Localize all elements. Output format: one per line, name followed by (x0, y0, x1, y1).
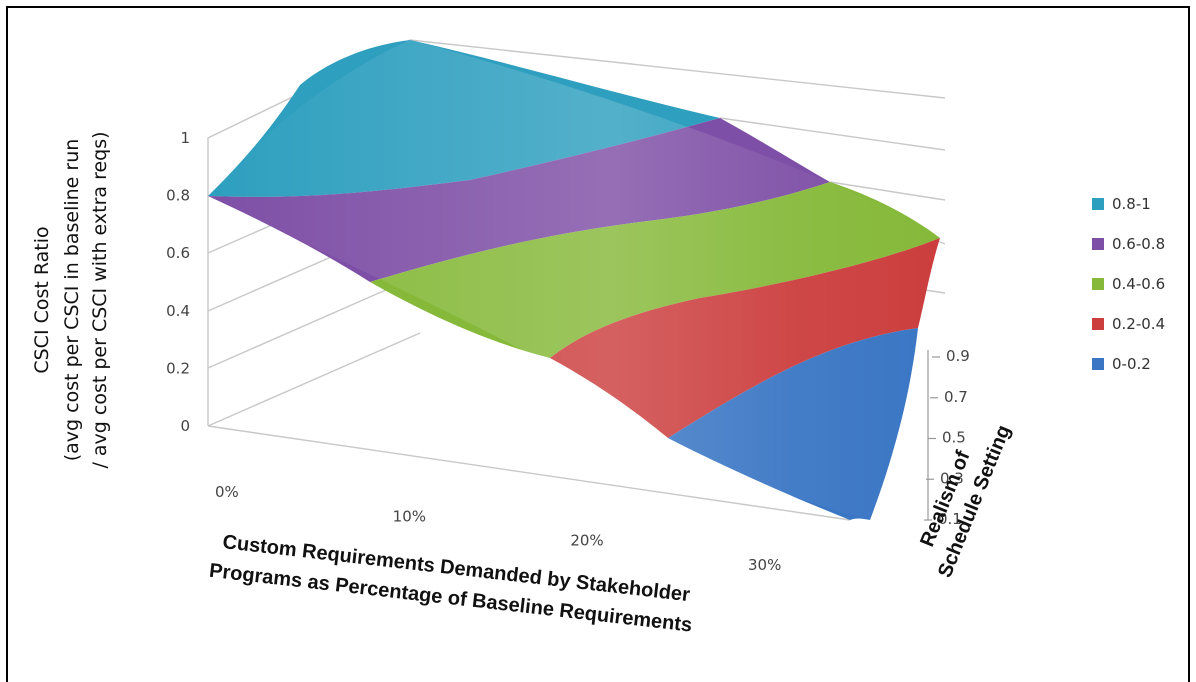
x-tick-label: 30% (748, 556, 781, 574)
surface-highlight (208, 40, 940, 520)
depth-tick-label: 0.5 (942, 429, 966, 447)
y-tick-label: 1 (180, 129, 190, 147)
x-axis-title: Custom Requirements Demanded by Stakehol… (208, 531, 693, 637)
depth-tick-label: 0.3 (940, 469, 964, 487)
x-tick-label: 20% (570, 532, 603, 550)
depth-tick-label: 0.1 (938, 510, 962, 528)
y-tick-label: 0.6 (166, 244, 190, 262)
y-tick-label: 0.8 (166, 187, 190, 205)
gridline-02 (207, 274, 421, 369)
back-gridline-1 (409, 39, 946, 99)
y-tick-label: 0.2 (166, 359, 190, 377)
y-tick-label: 0.4 (166, 302, 190, 320)
x-tick-label: 10% (393, 507, 426, 525)
legend-label: 0.8-1 (1112, 195, 1151, 213)
y-axis-title: CSCI Cost Ratio (avg cost per CSCI in ba… (31, 131, 111, 468)
back-gridline-3 (829, 181, 946, 201)
legend-label: 0-0.2 (1112, 355, 1151, 373)
legend-label: 0.6-0.8 (1112, 235, 1165, 253)
legend-swatch (1092, 198, 1104, 210)
depth-tick-label: 0.7 (944, 388, 968, 406)
legend: 0.8-1 0.6-0.8 0.4-0.6 0.2-0.4 0-0.2 (1092, 195, 1165, 373)
chart-frame (6, 6, 1190, 682)
legend-swatch (1092, 278, 1104, 290)
surface-bands (208, 40, 940, 520)
depth-axis: 0.1 0.3 0.5 0.7 0.9 (924, 347, 970, 528)
legend-swatch (1092, 358, 1104, 370)
legend-swatch (1092, 238, 1104, 250)
y-tick-label: 0 (180, 417, 190, 435)
y-axis-ticks: 0 0.2 0.4 0.6 0.8 1 (166, 129, 190, 435)
gridline-0 (207, 332, 421, 427)
y-axis-title-line2: (avg cost per CSCI in baseline run (61, 139, 83, 462)
floor-front-edge (207, 425, 851, 521)
legend-label: 0.4-0.6 (1112, 275, 1165, 293)
y-axis-title-line1: CSCI Cost Ratio (31, 226, 53, 373)
y-axis-title-line3: / avg cost per CSCI with extra reqs) (89, 131, 111, 468)
x-axis-ticks: 0% 10% 20% 30% (215, 483, 781, 574)
x-tick-label: 0% (215, 483, 239, 501)
depth-axis-ticks: 0.1 0.3 0.5 0.7 0.9 (924, 347, 970, 528)
back-gridline-2 (719, 117, 946, 151)
legend-label: 0.2-0.4 (1112, 315, 1165, 333)
legend-swatch (1092, 318, 1104, 330)
depth-tick-label: 0.9 (946, 347, 970, 365)
